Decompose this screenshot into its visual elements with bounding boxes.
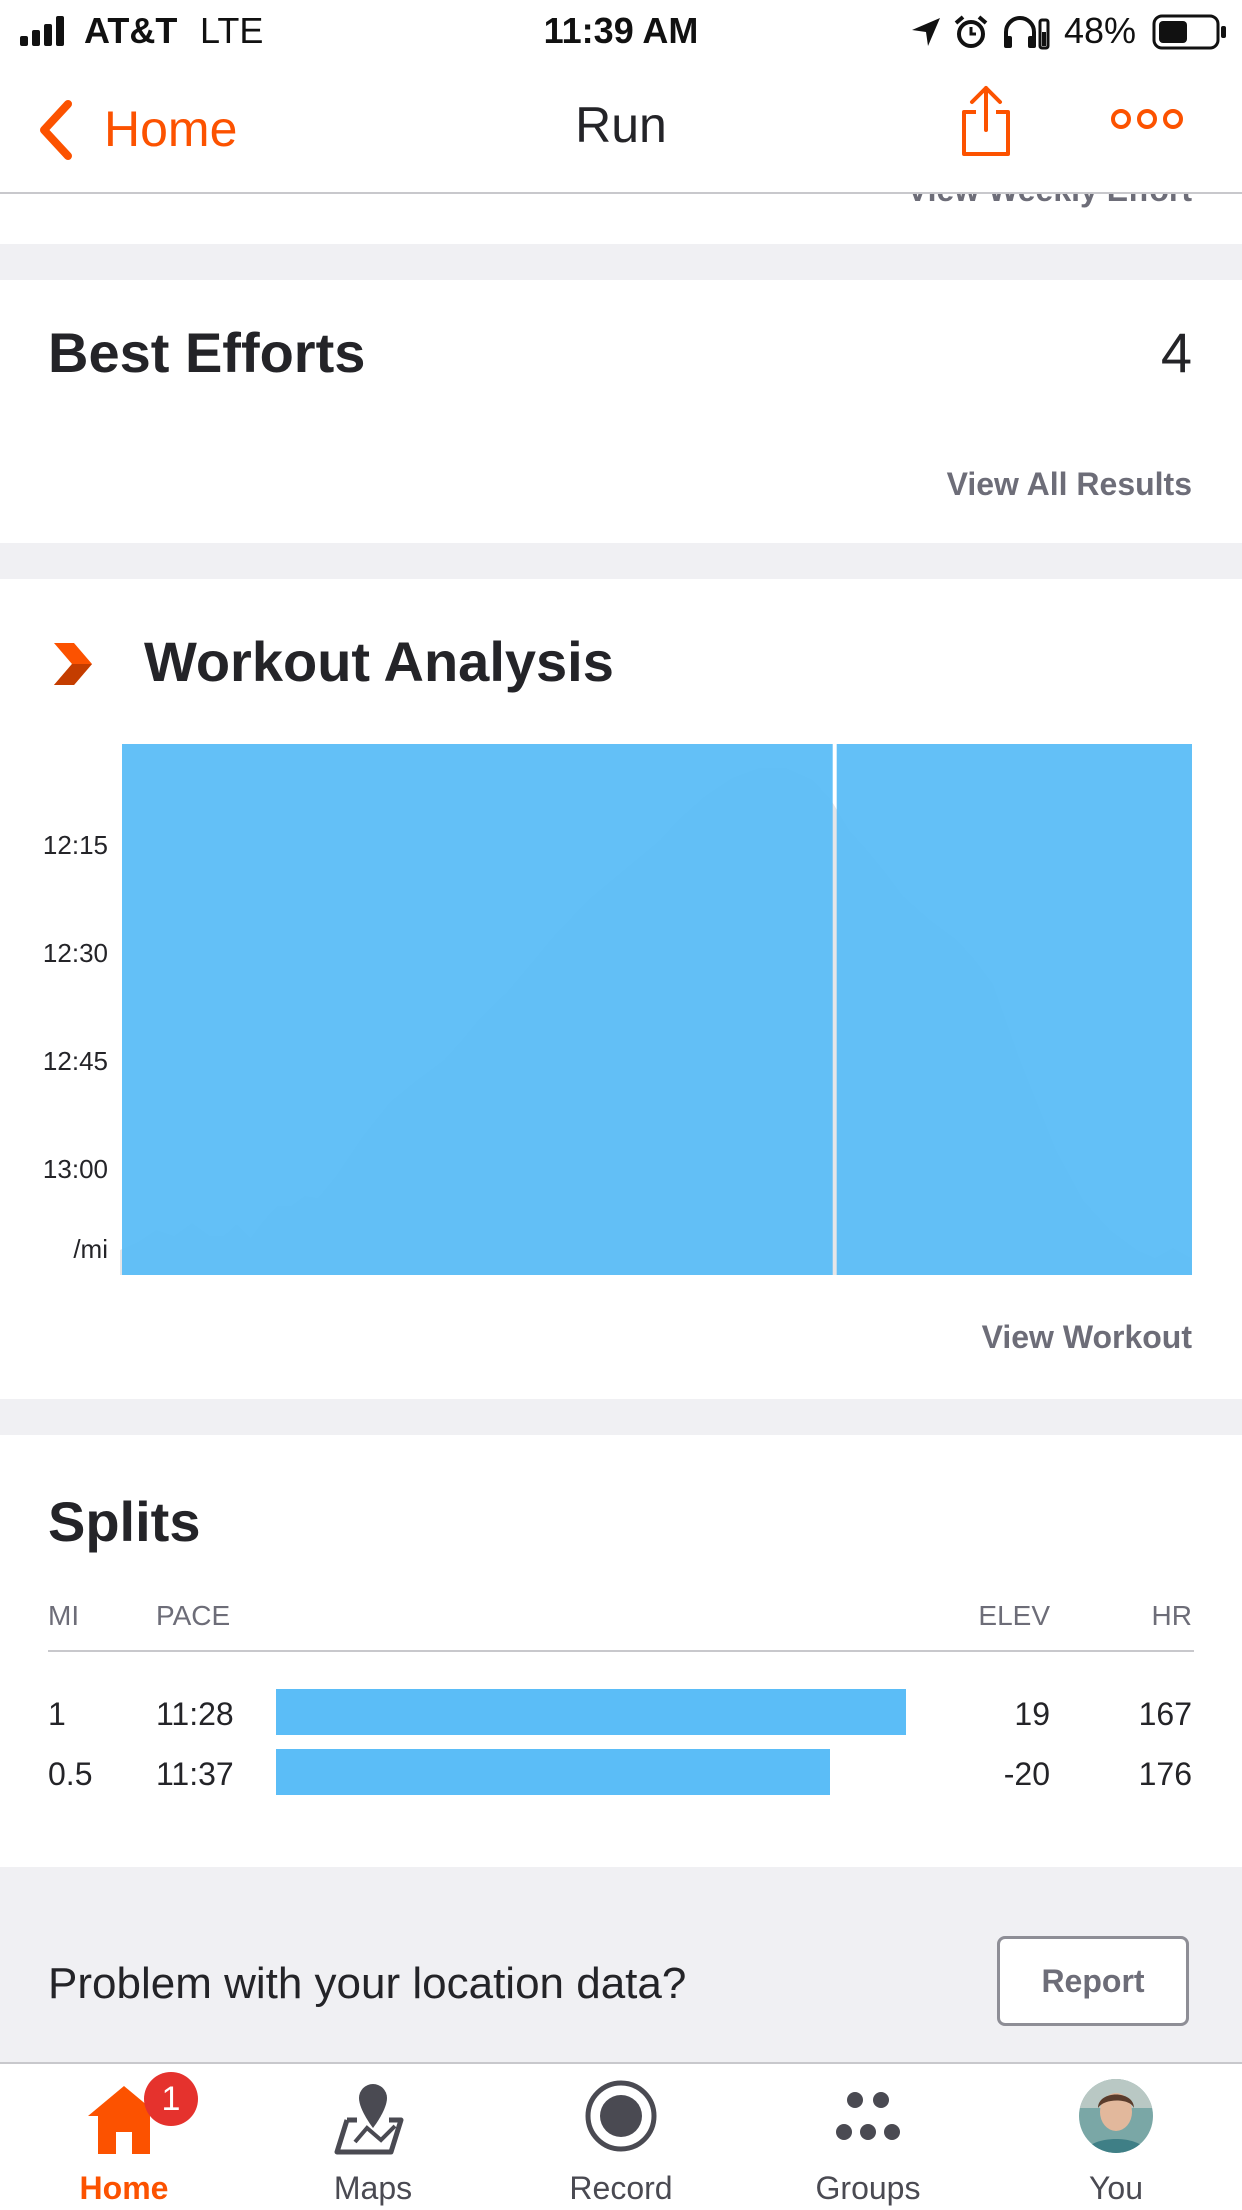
battery-percent: 48% [1064,10,1137,51]
back-label: Home [104,101,238,157]
notification-badge: 1 [144,2072,198,2126]
view-weekly-effort-link[interactable]: View Weekly Effort [907,194,1192,209]
splits-header-mi: MI [48,1600,80,1631]
carrier-label: AT&T [84,10,178,51]
tab-label: You [1089,2170,1143,2206]
splits-title: Splits [48,1490,201,1553]
y-tick-label: 12:30 [42,938,108,968]
tab-label: Home [79,2170,169,2206]
split-hr: 176 [1138,1756,1192,1792]
table-row: 1 11:28 19 167 [0,1686,1242,1738]
partial-section: View Weekly Effort [0,194,1242,244]
status-bar: AT&T LTE 11:39 AM 48% [0,0,1242,62]
clock: 11:39 AM [543,10,699,51]
workout-analysis-title: Workout Analysis [144,630,614,693]
signal-icon [20,16,72,46]
split-mi: 0.5 [48,1756,93,1792]
tab-bar: 1 Home Maps Record Groups [0,2062,1242,2210]
split-mi: 1 [48,1696,66,1732]
table-row: 0.5 11:37 -20 176 [0,1746,1242,1798]
summit-chevron-icon [54,643,92,685]
splits-header-hr: HR [1151,1600,1192,1631]
tab-label: Maps [333,2170,413,2206]
tab-you[interactable]: You [1016,2064,1216,2210]
report-section: Problem with your location data? Report [0,1867,1242,2062]
location-arrow-icon [912,18,940,46]
split-pace-bar [276,1749,830,1795]
avatar [1079,2079,1153,2153]
tab-groups[interactable]: Groups [768,2064,968,2210]
page-title: Run [575,97,667,153]
battery-icon [1152,14,1226,50]
record-icon [585,2080,657,2152]
tab-record[interactable]: Record [521,2064,721,2210]
pace-chart[interactable]: 12:15 12:30 12:45 13:00 /mi [0,730,1242,1290]
y-unit-label: /mi [73,1234,108,1264]
chart-plot [120,744,1192,1275]
split-pace: 11:37 [156,1756,234,1792]
headphones-icon [1004,16,1050,50]
location-problem-text: Problem with your location data? [48,1959,687,2008]
report-button[interactable]: Report [997,1936,1189,2026]
splits-header-elev: ELEV [978,1600,1050,1631]
view-all-results-link[interactable]: View All Results [946,466,1192,502]
alarm-icon [954,15,988,48]
best-efforts-count: 4 [1160,321,1192,384]
split-pace-bar [276,1689,906,1735]
share-icon[interactable] [960,84,1012,158]
map-icon [334,2084,404,2155]
tab-maps[interactable]: Maps [273,2064,473,2210]
splits-header-pace: PACE [156,1600,231,1631]
pace-bar-2 [836,744,1192,1275]
back-button[interactable]: Home [36,94,266,164]
section-divider [0,244,1242,280]
pace-bar-1 [122,744,833,1275]
split-pace: 11:28 [156,1696,234,1732]
network-label: LTE [200,10,264,51]
tab-label: Groups [815,2170,921,2206]
tab-home[interactable]: 1 Home [24,2064,224,2210]
y-tick-label: 12:15 [42,830,108,860]
best-efforts-title: Best Efforts [48,321,366,384]
groups-icon [836,2092,900,2140]
y-tick-label: 12:45 [42,1046,108,1076]
nav-bar: Home Run [0,62,1242,194]
split-elev: -20 [1003,1756,1050,1792]
splits-header-divider [48,1650,1194,1652]
chevron-left-icon [40,100,72,160]
split-hr: 167 [1138,1696,1192,1732]
view-workout-link[interactable]: View Workout [981,1319,1192,1355]
tab-label: Record [569,2170,673,2206]
split-elev: 19 [1014,1696,1050,1732]
best-efforts-card[interactable]: Best Efforts 4 View All Results [0,280,1242,543]
home-icon [88,2086,160,2154]
section-divider [0,543,1242,579]
section-divider [0,1399,1242,1435]
more-options-icon[interactable] [1110,106,1184,132]
y-tick-label: 13:00 [42,1154,108,1184]
